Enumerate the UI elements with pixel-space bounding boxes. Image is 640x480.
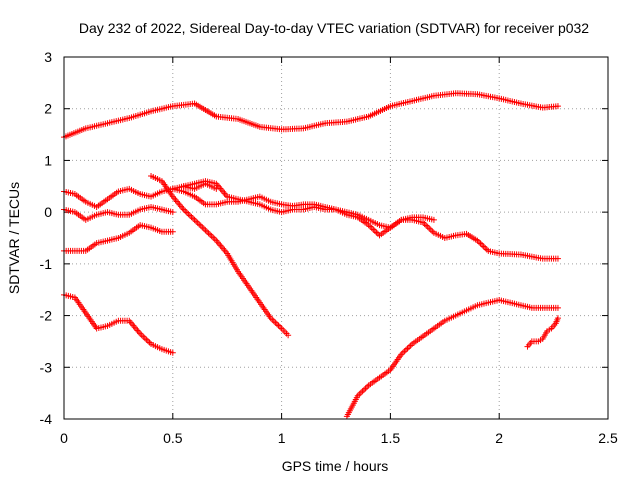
y-tick-label: -4 xyxy=(40,411,53,427)
data-point xyxy=(554,103,561,110)
x-tick-label: 2 xyxy=(495,430,503,446)
data-point xyxy=(285,332,292,339)
series-arc-10 xyxy=(524,315,561,350)
x-tick-label: 0.5 xyxy=(163,430,183,446)
x-axis-label: GPS time / hours xyxy=(282,458,389,474)
y-tick-label: 0 xyxy=(44,204,52,220)
series-arc-9 xyxy=(343,297,561,420)
series-arc-8 xyxy=(180,178,437,239)
data-point xyxy=(169,349,176,356)
data-point xyxy=(554,255,561,262)
data-point xyxy=(554,315,561,322)
x-tick-label: 1 xyxy=(278,430,286,446)
y-axis-label: SDTVAR / TECUs xyxy=(6,182,22,294)
data-point xyxy=(554,304,561,311)
y-tick-label: -3 xyxy=(40,359,53,375)
y-tick-label: 3 xyxy=(44,49,52,65)
y-tick-label: -1 xyxy=(40,256,53,272)
data-point xyxy=(430,216,437,223)
plot-frame xyxy=(63,56,609,420)
chart-title: Day 232 of 2022, Sidereal Day-to-day VTE… xyxy=(79,20,589,36)
series-arc-5 xyxy=(61,291,176,356)
tick-labels: 0 0.5 1 1.5 2 2.5 -4 -3 -2 -1 0 1 2 3 xyxy=(40,49,618,446)
data-marks xyxy=(61,90,561,420)
x-tick-label: 0 xyxy=(60,430,68,446)
series-arc-4 xyxy=(61,222,176,254)
x-tick-label: 1.5 xyxy=(381,430,401,446)
data-point xyxy=(169,209,176,216)
series-arc-1 xyxy=(61,90,561,141)
x-tick-label: 2.5 xyxy=(598,430,618,446)
y-tick-label: 2 xyxy=(44,101,52,117)
series-arc-6 xyxy=(148,172,292,339)
data-point xyxy=(169,228,176,235)
y-tick-label: 1 xyxy=(44,152,52,168)
y-tick-label: -2 xyxy=(40,308,53,324)
